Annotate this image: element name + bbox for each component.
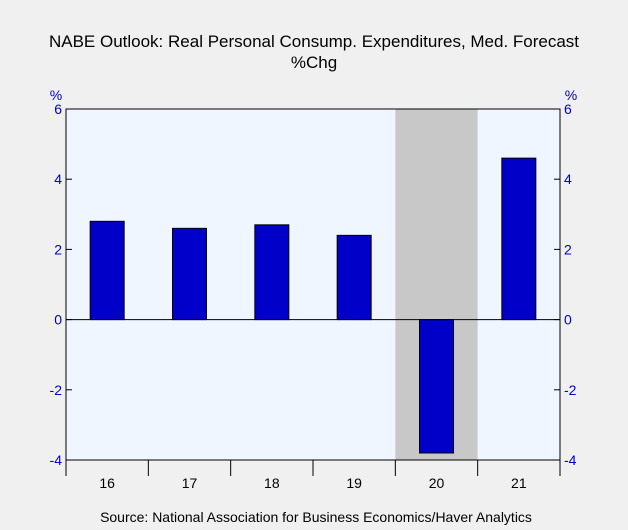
right-tick-label: 4 xyxy=(564,171,572,187)
bar-19 xyxy=(336,234,372,321)
left-tick-label: -4 xyxy=(50,452,63,468)
right-tick-label: 6 xyxy=(564,101,572,117)
bar-layer xyxy=(89,157,537,454)
left-tick-label: 6 xyxy=(54,101,62,117)
x-tick-label-18: 18 xyxy=(264,475,280,491)
chart-subtitle: %Chg xyxy=(291,53,337,72)
x-tick-label-19: 19 xyxy=(346,475,362,491)
x-tick-label-16: 16 xyxy=(99,475,115,491)
left-tick-label: 0 xyxy=(54,312,62,328)
right-axis-unit: % xyxy=(565,87,577,103)
bar-18 xyxy=(254,224,290,321)
left-axis-unit: % xyxy=(50,87,62,103)
right-tick-label: -4 xyxy=(564,452,577,468)
right-tick-label: 0 xyxy=(564,312,572,328)
bar-17 xyxy=(172,227,207,321)
x-tick-label-20: 20 xyxy=(429,475,445,491)
x-tick-label-21: 21 xyxy=(511,475,527,491)
left-tick-label: -2 xyxy=(50,382,63,398)
bar-16 xyxy=(89,220,125,321)
bar-21 xyxy=(501,157,537,321)
bar-20 xyxy=(419,319,454,454)
left-tick-label: 2 xyxy=(54,241,62,257)
chart-title: NABE Outlook: Real Personal Consump. Exp… xyxy=(49,32,579,51)
tick-layer: -4 -4 -2 -2 0 0 2 2 4 4 6 6 16 17 18 19 20 21 xyxy=(50,101,577,491)
right-tick-label: 2 xyxy=(564,241,572,257)
right-tick-label: -2 xyxy=(564,382,577,398)
left-tick-label: 4 xyxy=(54,171,62,187)
x-tick-label-17: 17 xyxy=(182,475,198,491)
source-note: Source: National Association for Busines… xyxy=(100,509,532,525)
plot-area xyxy=(66,109,560,460)
